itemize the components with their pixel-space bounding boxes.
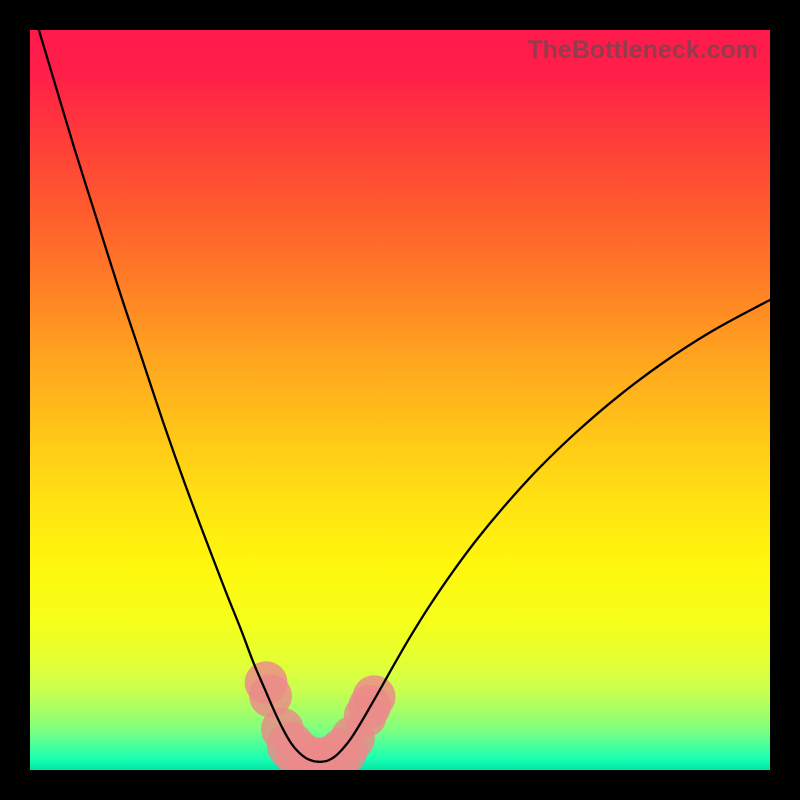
pink-marker xyxy=(353,675,396,718)
watermark-text: TheBottleneck.com xyxy=(527,36,758,65)
pink-markers-group xyxy=(245,661,396,770)
left-curve xyxy=(30,30,321,762)
plot-area: TheBottleneck.com xyxy=(30,30,770,770)
chart-svg xyxy=(30,30,770,770)
